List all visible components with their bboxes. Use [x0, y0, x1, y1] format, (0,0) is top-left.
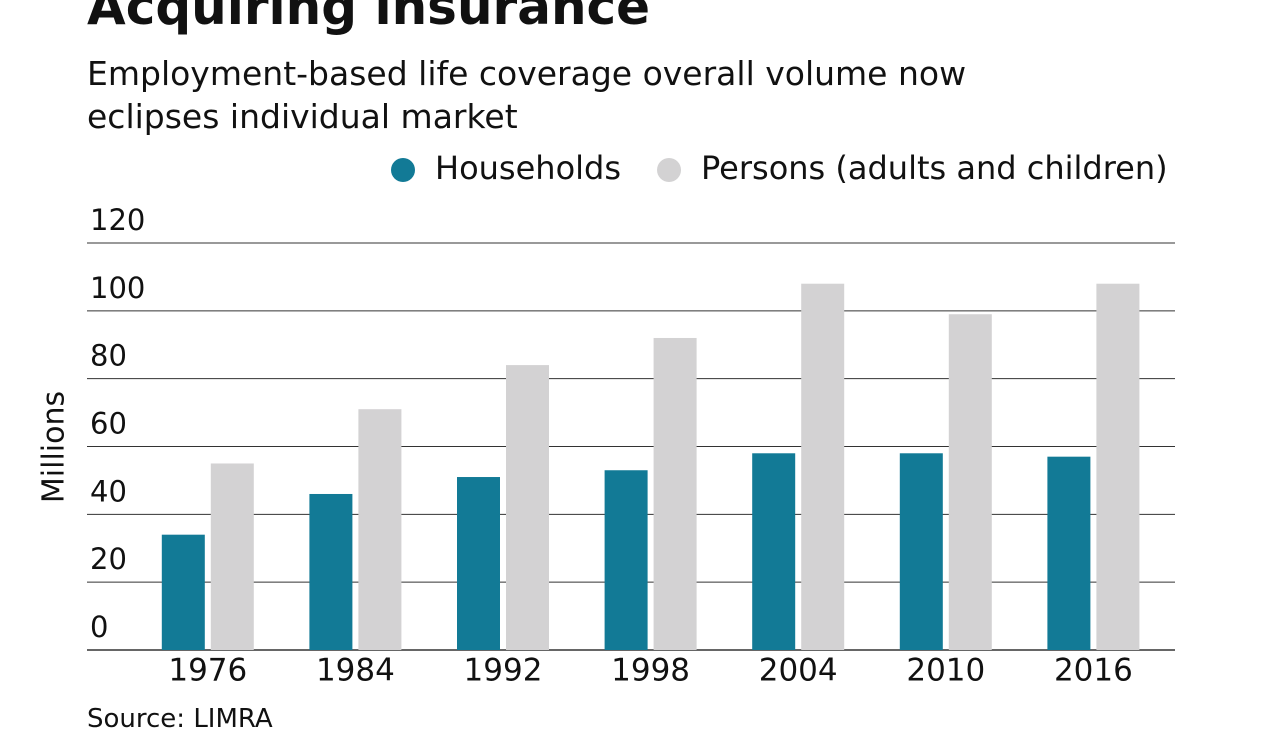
x-tick-label: 1998: [611, 653, 690, 689]
bar: [752, 453, 796, 650]
y-tick-label: 60: [90, 407, 127, 441]
legend-swatch: [391, 158, 415, 182]
legend-label: Persons (adults and children): [701, 149, 1168, 187]
bar: [653, 337, 697, 650]
x-tick-label: 1992: [464, 653, 543, 689]
legend-swatch: [657, 158, 682, 182]
x-tick-label: 1976: [168, 653, 247, 689]
bar: [210, 463, 254, 650]
x-tick-label: 2004: [759, 653, 838, 689]
bar: [161, 534, 205, 650]
source-note: Source: LIMRA: [87, 704, 273, 734]
chart-subtitle: Employment-based life coverage overall v…: [87, 54, 967, 136]
legend-label: Households: [435, 149, 621, 187]
y-tick-label: 20: [90, 542, 127, 576]
bar: [899, 453, 943, 650]
bar: [1047, 456, 1091, 650]
bar: [948, 314, 992, 650]
y-tick-label: 120: [90, 203, 145, 237]
x-tick-label: 2016: [1054, 653, 1133, 689]
y-tick-label: 100: [90, 271, 145, 305]
y-tick-label: 0: [90, 610, 108, 644]
y-tick-label: 40: [90, 474, 127, 508]
bar: [457, 477, 500, 650]
x-tick-label: 1984: [316, 653, 395, 689]
bar: [358, 409, 402, 650]
bar: [604, 470, 648, 650]
chart-title: Acquiring insurance: [87, 0, 651, 36]
bar: [801, 283, 845, 650]
bar: [1096, 283, 1140, 650]
x-tick-label: 2010: [906, 653, 985, 689]
bar: [309, 493, 353, 650]
bar: [506, 365, 549, 650]
y-axis-label: Millions: [37, 391, 72, 503]
y-tick-label: 80: [90, 339, 127, 373]
